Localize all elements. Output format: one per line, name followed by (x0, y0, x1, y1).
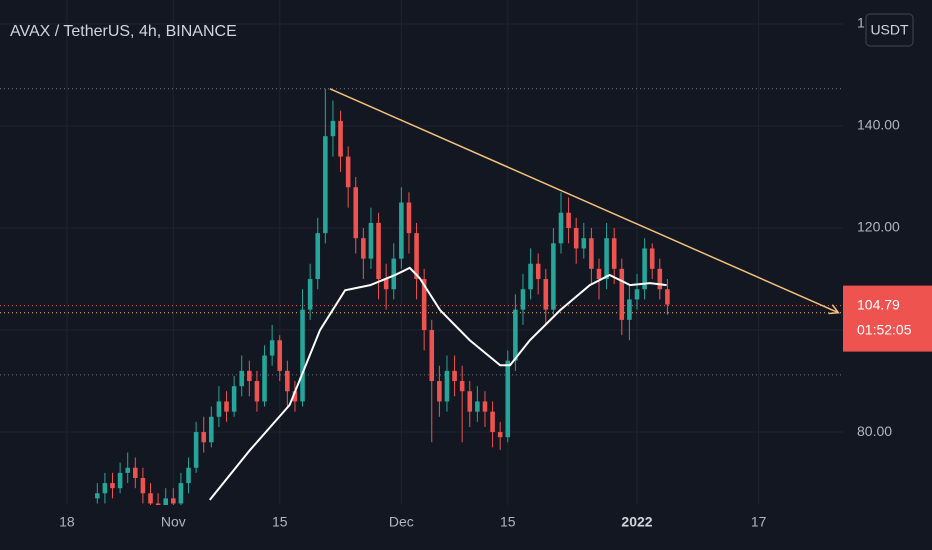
candle-body (566, 212, 571, 229)
countdown: 01:52:05 (857, 321, 912, 337)
candle-body (368, 222, 374, 259)
candle-body (285, 370, 290, 392)
candle-body (323, 136, 328, 234)
candle-body (95, 493, 100, 499)
plot-area (0, 88, 843, 505)
candle-body (201, 432, 206, 443)
candle-body (589, 238, 594, 269)
chart-title: AVAX / TetherUS, 4h, BINANCE (10, 23, 237, 40)
candle-body (361, 238, 366, 259)
candle-body (140, 477, 146, 494)
currency-button[interactable] (865, 13, 914, 47)
candle-body (611, 238, 617, 269)
candle-body (452, 370, 457, 382)
candle-body (444, 370, 450, 402)
candle-body (634, 289, 640, 300)
moving-average (209, 266, 667, 501)
x-tick-label: 18 (59, 514, 75, 530)
candle-body (573, 228, 579, 249)
candle-body (193, 432, 199, 468)
candle-body (543, 279, 549, 310)
candle-body (300, 309, 305, 402)
x-tick-label: 2022 (621, 514, 652, 530)
candle-body (376, 222, 381, 280)
candle-body (155, 503, 161, 505)
candle-body (307, 279, 313, 310)
candle-body (338, 120, 343, 157)
candle-body (467, 391, 473, 412)
trendline-arrow (828, 304, 840, 315)
candle-body (649, 248, 655, 269)
candle-body (292, 391, 298, 402)
candle-body (505, 360, 511, 438)
x-tick-label: Nov (161, 514, 186, 530)
candle-body (581, 238, 587, 249)
candle-body (224, 401, 229, 412)
candle-body (475, 401, 480, 412)
candle-body (330, 120, 336, 137)
candle-body (262, 355, 267, 402)
candle-body (459, 381, 465, 392)
candle-body (399, 202, 404, 259)
candle-body (535, 263, 541, 280)
candle-body (216, 401, 222, 417)
x-tick-label: Dec (389, 514, 414, 530)
candle-body (437, 381, 442, 402)
candle-body (497, 432, 503, 438)
trendline (329, 88, 839, 314)
candle-body (315, 233, 321, 280)
candle-body (551, 243, 556, 310)
candle-body (596, 268, 602, 280)
x-tick-label: 15 (272, 514, 288, 530)
candle-body (148, 493, 153, 504)
candle-body (619, 268, 625, 320)
candle-body (558, 212, 564, 244)
candle-body (513, 309, 518, 361)
candle-body (642, 248, 647, 290)
candle-body (490, 411, 495, 433)
y-tick-label: 80.00 (857, 423, 892, 439)
candle-body (277, 340, 283, 371)
candle-body (231, 386, 237, 412)
x-tick-label: 15 (500, 514, 516, 530)
candle-body (429, 330, 435, 382)
candle-body (482, 401, 488, 412)
candle-body (414, 233, 419, 280)
candle-body (353, 187, 359, 239)
candle-body (125, 467, 130, 473)
candle-body (171, 498, 176, 504)
candle-body (247, 370, 252, 382)
y-tick-label: 140.00 (857, 117, 900, 133)
candle-body (665, 289, 670, 305)
candle-body (383, 279, 389, 290)
candle-body (254, 381, 260, 402)
candle-body (239, 370, 245, 387)
candle-body (178, 483, 184, 504)
last-price-tag (843, 285, 932, 352)
candle-body (209, 416, 214, 443)
candle-body (110, 483, 115, 489)
candle-body (269, 340, 275, 356)
candle-body (345, 156, 351, 188)
candle-body (117, 472, 123, 489)
candle-body (520, 289, 526, 310)
candle-body (102, 483, 108, 494)
x-tick-label: 17 (751, 514, 767, 530)
last-price-label: 104.79 (857, 296, 900, 312)
candle-body (163, 498, 168, 505)
candle-body (604, 238, 609, 280)
candle-body (421, 279, 427, 331)
candle-body (186, 467, 191, 484)
candle-body (133, 467, 138, 478)
y-tick-label: 120.00 (857, 219, 900, 235)
candle-body (657, 268, 663, 290)
candle-body (406, 202, 412, 234)
candle-body (391, 258, 397, 290)
candle-body (627, 299, 632, 320)
currency-label[interactable]: USDT (870, 22, 909, 38)
candle-body (528, 263, 533, 290)
